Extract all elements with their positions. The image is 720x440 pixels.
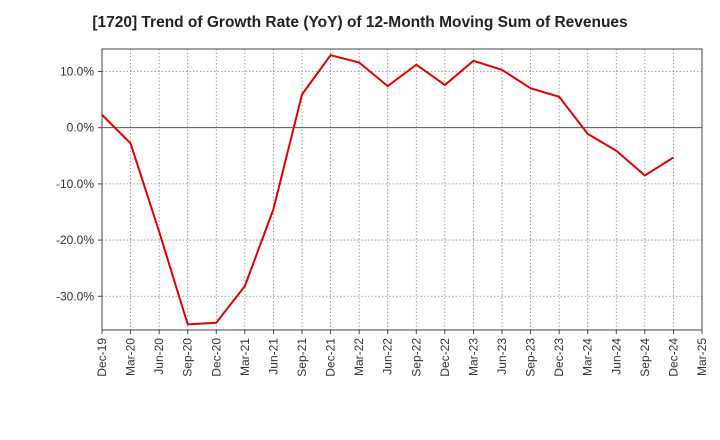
x-tick-label: Jun-23 xyxy=(495,338,509,375)
x-tick-label: Dec-24 xyxy=(666,338,680,377)
x-tick-label: Dec-21 xyxy=(324,338,338,377)
x-tick-label: Jun-20 xyxy=(152,338,166,375)
x-tick-label: Mar-21 xyxy=(238,338,252,376)
x-tick-label: Dec-19 xyxy=(95,338,109,377)
x-tick-label: Sep-24 xyxy=(638,338,652,377)
x-tick-label: Jun-24 xyxy=(609,338,623,375)
plot-frame xyxy=(101,48,703,331)
x-tick-label: Jun-22 xyxy=(381,338,395,375)
x-tick-label: Dec-20 xyxy=(209,338,223,377)
y-tick-label: 0.0% xyxy=(67,121,95,135)
x-tick-label: Sep-20 xyxy=(181,338,195,377)
x-tick-label: Mar-20 xyxy=(124,338,138,376)
series xyxy=(101,54,674,326)
x-tick-label: Mar-25 xyxy=(695,338,709,376)
gridlines xyxy=(101,49,703,330)
chart-title: [1720] Trend of Growth Rate (YoY) of 12-… xyxy=(92,14,628,31)
x-tick-label: Sep-23 xyxy=(524,338,538,377)
y-tick-label: -20.0% xyxy=(56,233,94,247)
x-tick-label: Mar-22 xyxy=(352,338,366,376)
axes xyxy=(98,48,703,334)
x-tick-label: Dec-23 xyxy=(552,338,566,377)
x-tick-label: Dec-22 xyxy=(438,338,452,377)
x-tick-label: Mar-23 xyxy=(466,338,480,376)
y-tick-label: -10.0% xyxy=(56,177,94,191)
x-tick-label: Sep-22 xyxy=(409,338,423,377)
x-tick-label: Mar-24 xyxy=(581,338,595,376)
tick-labels: 10.0% 0.0% -10.0% -20.0% -30.0% Dec-19 Mar-20 J… xyxy=(56,64,709,376)
x-tick-label: Jun-21 xyxy=(266,338,280,375)
x-tick-label: Sep-21 xyxy=(295,338,309,377)
y-tick-label: -30.0% xyxy=(56,289,94,303)
y-tick-label: 10.0% xyxy=(60,64,94,78)
